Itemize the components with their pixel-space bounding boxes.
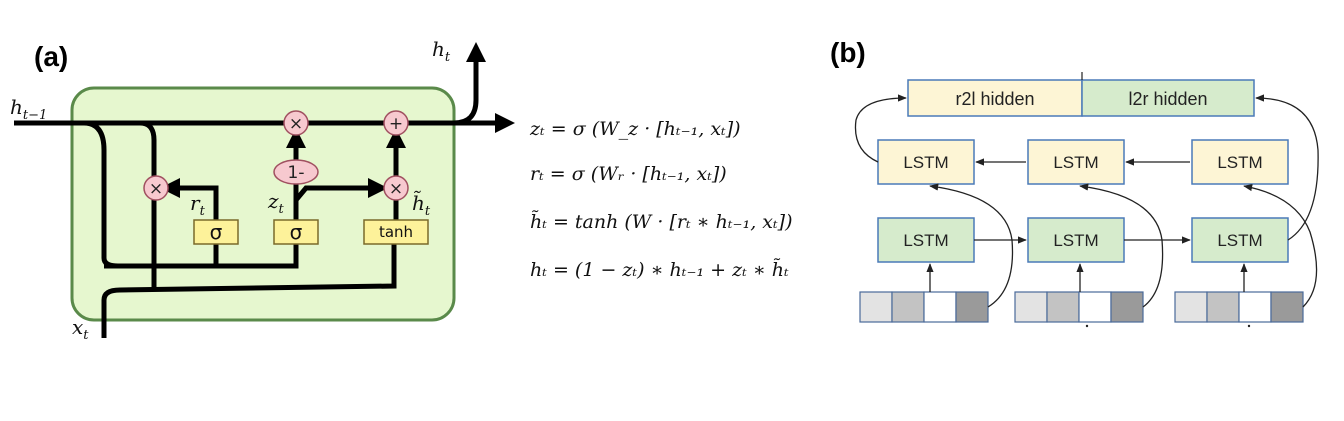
output-arrow (453, 42, 486, 126)
h-branch-to-reset-mult (139, 120, 157, 290)
r2l-to-hidden-arrow (854, 94, 907, 163)
z-to-htilde-mult-arrow (294, 178, 388, 202)
lstm-l2r-2-text: LSTM (1053, 231, 1098, 250)
panel-a-label: (a) (34, 41, 68, 72)
gru-cell-box (70, 86, 456, 322)
h-branch-to-r (104, 244, 219, 269)
token3-to-r2l-arrow (1243, 183, 1318, 308)
r-to-mult-arrow (160, 178, 219, 220)
equation-reset-gate: rₜ = σ (Wᵣ · [hₜ₋₁, xₜ]) (530, 163, 727, 185)
z-label: zt (267, 189, 285, 217)
sigma-r-text: σ (210, 220, 223, 244)
h-out-label: ht (432, 37, 451, 65)
token-dot-2 (1085, 324, 1089, 328)
r2l-hidden-text: r2l hidden (955, 89, 1034, 109)
lstm-r2l-2 (1027, 139, 1125, 185)
r2l-hidden-box (907, 79, 1083, 117)
token-group-2 (1014, 291, 1144, 323)
mult-symbol: × (289, 114, 303, 134)
lstm-r2l-1-text: LSTM (903, 153, 948, 172)
r-label: rt (190, 191, 206, 219)
equation-candidate: h̃ₜ = tanh (W · [rₜ ∗ hₜ₋₁, xₜ]) (530, 210, 793, 233)
lstm-l2r-3 (1191, 217, 1289, 263)
token-dot-3 (1247, 324, 1251, 328)
equations: zₜ = σ (W_z · [hₜ₋₁, xₜ]) rₜ = σ (Wᵣ · [… (529, 118, 793, 281)
mult-op-top: × (283, 110, 309, 136)
plus-op: + (383, 110, 409, 136)
sigma-z-gate: σ (273, 219, 319, 245)
lstm-l2r-3-text: LSTM (1217, 231, 1262, 250)
input-line (101, 244, 397, 338)
lstm-l2r-1-text: LSTM (903, 231, 948, 250)
mult-op-reset: × (143, 175, 169, 201)
one-minus-op: 1- (273, 159, 319, 185)
token1-to-r2l-arrow (929, 183, 1014, 308)
plus-symbol: + (389, 114, 403, 134)
htilde-label: h̃t (412, 191, 431, 219)
token-group-3 (1174, 291, 1304, 323)
token2-to-r2l-arrow (1079, 183, 1164, 308)
lstm-r2l-3 (1191, 139, 1289, 185)
equation-hidden-state: hₜ = (1 − zₜ) ∗ hₜ₋₁ + zₜ ∗ h̃ₜ (530, 258, 789, 281)
mult-symbol: × (389, 179, 403, 199)
lstm-r2l-3-text: LSTM (1217, 153, 1262, 172)
lstm-l2r-1 (877, 217, 975, 263)
mult-op-candidate: × (383, 175, 409, 201)
sigma-r-gate: σ (193, 219, 239, 245)
panel-b: (b) r2l hidden l2r hidden LSTM LSTM LSTM… (830, 37, 1319, 328)
l2r-to-hidden-arrow (1255, 94, 1319, 241)
lstm-r2l-2-text: LSTM (1053, 153, 1098, 172)
tanh-gate: tanh (363, 219, 429, 245)
x-in-label: xt (72, 315, 89, 343)
l2r-hidden-box (1081, 79, 1255, 117)
tanh-text: tanh (379, 223, 413, 241)
token-group-1 (859, 291, 989, 323)
one-minus-text: 1- (288, 163, 305, 183)
panel-a: (a) × + (10, 37, 515, 343)
sigma-z-text: σ (290, 220, 303, 244)
mult-symbol: × (149, 179, 163, 199)
lstm-l2r-2 (1027, 217, 1125, 263)
equation-update-gate: zₜ = σ (W_z · [hₜ₋₁, xₜ]) (529, 118, 741, 140)
panel-b-label: (b) (830, 37, 866, 68)
h-prev-label: ht−1 (10, 95, 47, 123)
l2r-hidden-text: l2r hidden (1128, 89, 1207, 109)
